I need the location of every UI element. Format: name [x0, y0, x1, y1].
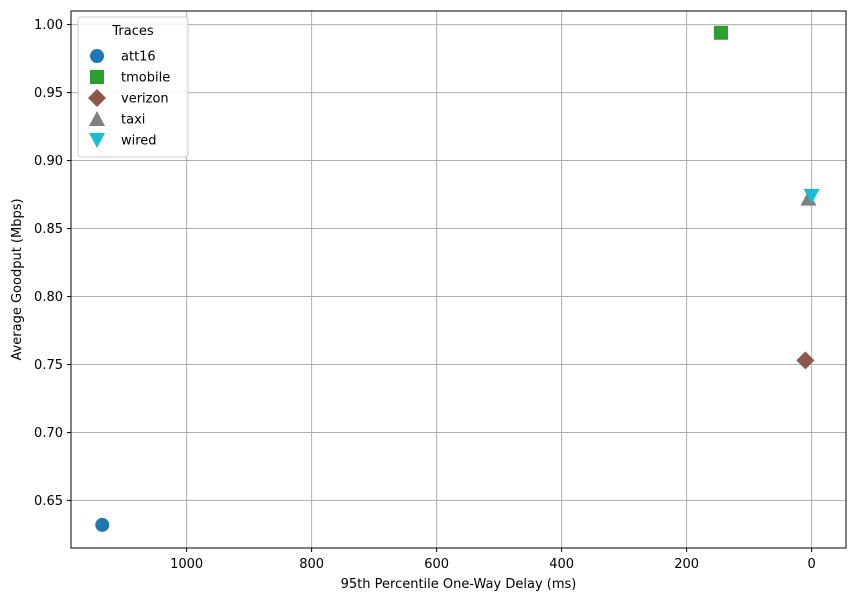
legend-box: [77, 16, 189, 158]
x-axis-label: 95th Percentile One-Way Delay (ms): [341, 577, 577, 592]
data-points: [95, 25, 820, 532]
y-tick-label: 0.65: [34, 494, 63, 509]
data-point-wired: [803, 188, 820, 204]
legend-marker-tmobile: [90, 70, 104, 84]
legend-label-verizon: verizon: [121, 92, 169, 107]
x-tick-label: 600: [424, 557, 449, 572]
plot-area-frame: [70, 10, 847, 549]
data-point-att16: [95, 517, 110, 532]
x-tick-label: 800: [299, 557, 324, 572]
legend-marker-att16: [90, 49, 104, 63]
data-point-tmobile: [714, 25, 728, 40]
axis-ticks: 1000 800 600 400 200 0 0.65 0.70 0.75 0.80 0.85 0.9…: [34, 18, 816, 572]
y-axis-label: Average Goodput (Mbps): [10, 198, 25, 360]
y-tick-label: 1.00: [34, 18, 63, 33]
x-tick-label: 400: [549, 557, 574, 572]
legend-label-taxi: taxi: [121, 113, 145, 128]
x-tick-label: 0: [807, 557, 815, 572]
y-tick-label: 0.95: [34, 86, 63, 101]
y-tick-label: 0.75: [34, 358, 63, 373]
x-tick-label: 1000: [170, 557, 203, 572]
legend-marker-taxi: [89, 111, 105, 126]
x-tick-label: 200: [674, 557, 699, 572]
y-tick-label: 0.70: [34, 426, 63, 441]
legend: Traces att16 tmobile verizon taxi wired: [77, 16, 189, 158]
y-tick-label: 0.85: [34, 222, 63, 237]
legend-label-att16: att16: [121, 50, 156, 65]
legend-label-tmobile: tmobile: [121, 71, 170, 86]
y-tick-label: 0.80: [34, 290, 63, 305]
legend-items: att16 tmobile verizon taxi wired: [88, 49, 170, 149]
legend-label-wired: wired: [121, 134, 157, 149]
legend-marker-verizon: [88, 89, 106, 107]
legend-title: Traces: [111, 24, 153, 39]
grid: [71, 11, 846, 548]
y-tick-label: 0.90: [34, 154, 63, 169]
legend-marker-wired: [89, 133, 105, 148]
data-point-verizon: [796, 351, 815, 370]
